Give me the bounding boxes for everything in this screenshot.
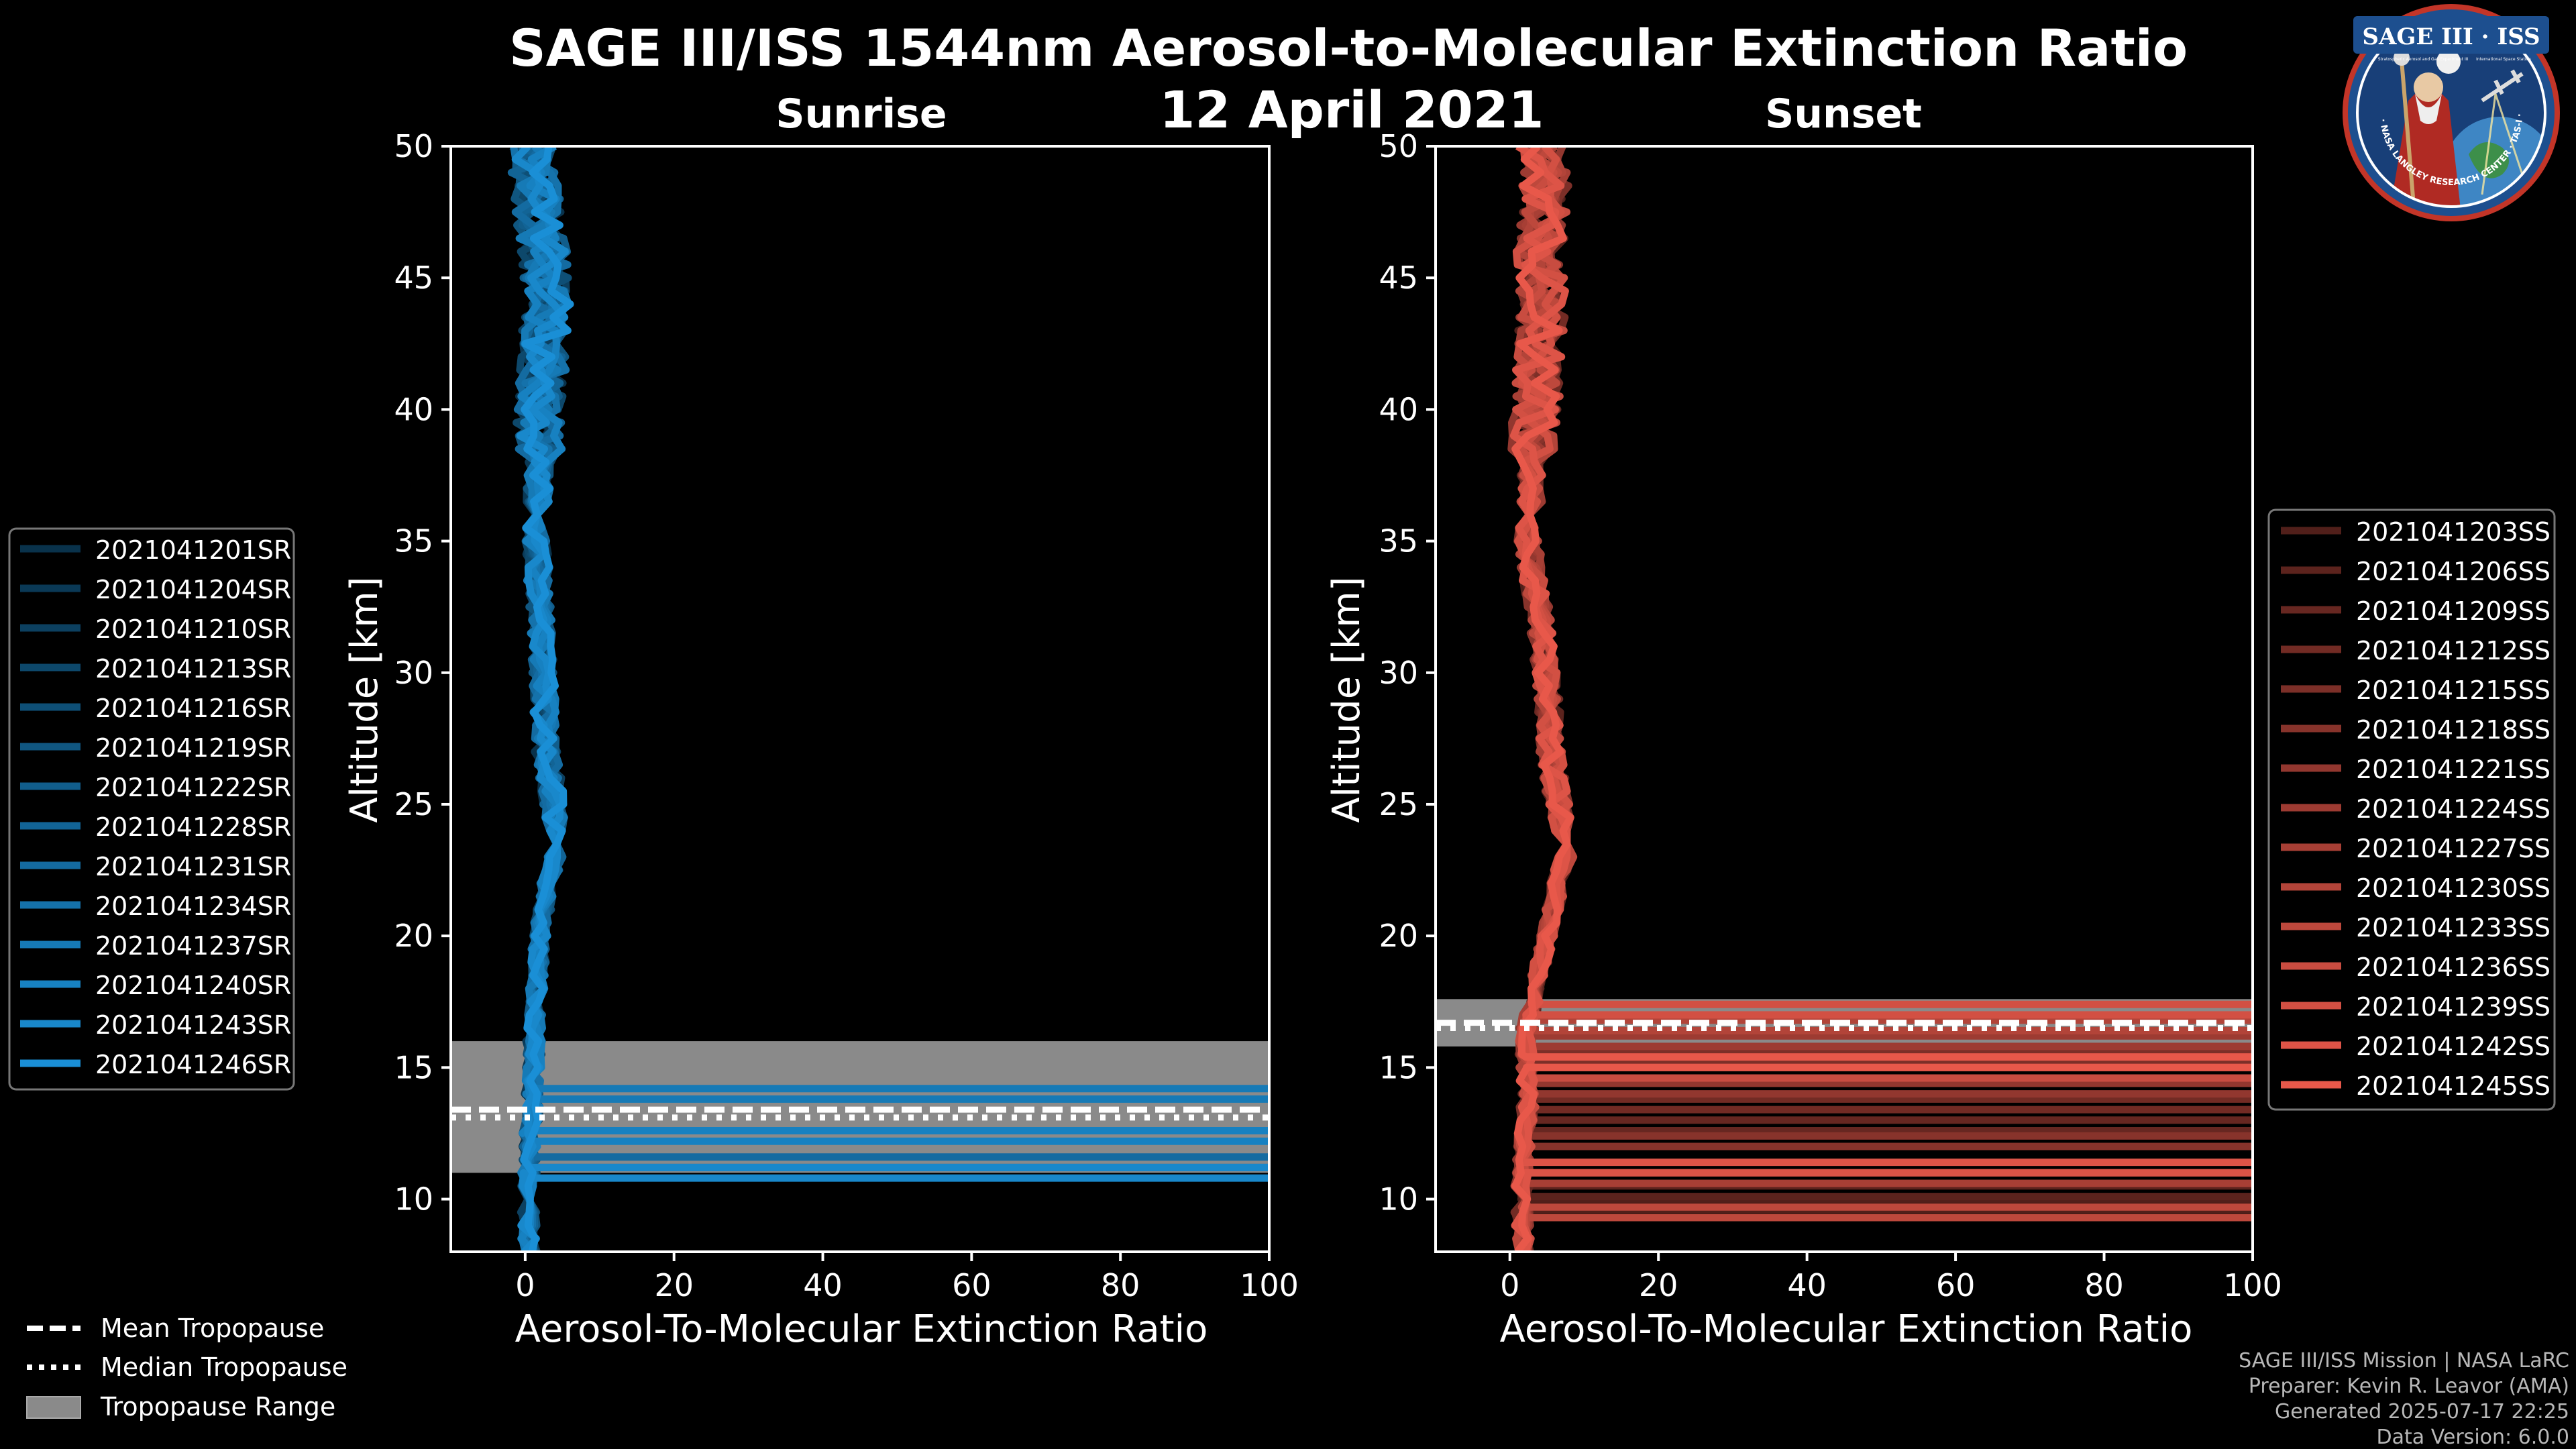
footer-preparer: Preparer: Kevin R. Leavor (AMA) <box>2249 1375 2569 1398</box>
median-tropopause-label: Median Tropopause <box>101 1352 347 1382</box>
sunrise-ytick-label: 50 <box>394 128 433 164</box>
sunset-ytick-label: 40 <box>1379 391 1418 427</box>
sunset-series-2021041245SS <box>1511 146 2253 1252</box>
sunrise-legend-label: 2021041219SR <box>95 733 291 763</box>
sunset-chart: 0 20 40 60 80 100 10 15 20 25 30 35 40 45 50 <box>1379 128 2282 1303</box>
moon-icon <box>2436 50 2461 74</box>
sunset-xtick-label: 0 <box>1500 1267 1519 1303</box>
sunset-xtick-label: 60 <box>1936 1267 1976 1303</box>
sunrise-xtick-label: 20 <box>654 1267 694 1303</box>
sunset-legend-label: 2021041239SS <box>2356 992 2551 1022</box>
sunset-axes-frame <box>1434 145 2254 1253</box>
logo-title: SAGE III · ISS <box>2362 23 2540 50</box>
sunset-legend-label: 2021041224SS <box>2356 794 2551 824</box>
sunset-ytick-label: 10 <box>1379 1181 1418 1218</box>
sunset-ytick-label: 35 <box>1379 523 1418 559</box>
sunset-ytick-label: 25 <box>1379 786 1418 822</box>
mean-tropopause-label: Mean Tropopause <box>101 1313 324 1343</box>
sunrise-legend-label: 2021041228SR <box>95 812 291 842</box>
sunrise-legend-label: 2021041201SR <box>95 535 291 565</box>
sunset-legend-label: 2021041236SS <box>2356 953 2551 982</box>
sunset-legend-label: 2021041209SS <box>2356 596 2551 626</box>
sunrise-xtick-label: 80 <box>1101 1267 1140 1303</box>
sunrise-legend-label: 2021041237SR <box>95 931 291 961</box>
sunrise-ytick-label: 15 <box>394 1049 433 1085</box>
sunset-xtick-label: 40 <box>1787 1267 1827 1303</box>
sunrise-ytick-label: 45 <box>394 260 433 296</box>
sunrise-legend-label: 2021041204SR <box>95 575 291 604</box>
main-title: SAGE III/ISS 1544nm Aerosol-to-Molecular… <box>509 18 2188 78</box>
sunset-legend-label: 2021041215SS <box>2356 676 2551 705</box>
sunset-legend-label: 2021041203SS <box>2356 517 2551 547</box>
sunset-legend-label: 2021041245SS <box>2356 1071 2551 1101</box>
sunrise-axes-frame <box>449 145 1271 1253</box>
sunrise-legend-label: 2021041246SR <box>95 1050 291 1079</box>
tropopause-legend: Mean Tropopause Median Tropopause Tropop… <box>26 1313 347 1421</box>
footer-mission: SAGE III/ISS Mission | NASA LaRC <box>2239 1349 2569 1373</box>
sunrise-ytick-label: 25 <box>394 786 433 822</box>
footer-generated: Generated 2025-07-17 22:25 <box>2275 1400 2569 1424</box>
sunrise-xtick-label: 100 <box>1240 1267 1299 1303</box>
sunrise-subtitle: Sunrise <box>775 91 947 138</box>
sunrise-legend: 2021041201SR 2021041204SR 2021041210SR 2021… <box>8 527 295 1091</box>
sunrise-chart: 0 20 40 60 80 100 10 15 20 25 30 35 40 45 50 <box>394 128 1299 1303</box>
sunset-legend-label: 2021041218SS <box>2356 715 2551 745</box>
sunrise-ytick-label: 35 <box>394 523 433 559</box>
sunrise-ytick-label: 10 <box>394 1181 433 1218</box>
footer-version: Data Version: 6.0.0 <box>2377 1426 2569 1449</box>
iss-icon <box>2481 69 2524 103</box>
logo-tagline-left: Stratospheric Aerosol and Gas Experiment… <box>2378 57 2469 62</box>
sunset-ytick-label: 30 <box>1379 655 1418 691</box>
sunset-legend-label: 2021041212SS <box>2356 636 2551 665</box>
sunrise-xtick-label: 60 <box>952 1267 991 1303</box>
sunset-legend-label: 2021041242SS <box>2356 1032 2551 1061</box>
sunrise-legend-label: 2021041210SR <box>95 614 291 644</box>
sunrise-series-2021041246SR <box>520 146 574 1252</box>
sunset-xtick-label: 100 <box>2223 1267 2282 1303</box>
sunrise-legend-label: 2021041231SR <box>95 852 291 881</box>
sunset-xtick-label: 80 <box>2084 1267 2124 1303</box>
sunset-xlabel: Aerosol-To-Molecular Extinction Ratio <box>1500 1307 2193 1351</box>
tropopause-range-swatch <box>26 1396 81 1419</box>
sunset-legend-label: 2021041221SS <box>2356 755 2551 784</box>
sunrise-ytick-label: 40 <box>394 391 433 427</box>
sunrise-legend-label: 2021041222SR <box>95 773 291 802</box>
sunset-legend-label: 2021041233SS <box>2356 913 2551 943</box>
sunset-xtick-label: 20 <box>1639 1267 1678 1303</box>
sunrise-xlabel: Aerosol-To-Molecular Extinction Ratio <box>515 1307 1208 1351</box>
sunset-legend-label: 2021041206SS <box>2356 557 2551 586</box>
date-title: 12 April 2021 <box>1159 80 1544 140</box>
sunrise-legend-label: 2021041213SR <box>95 654 291 684</box>
sunset-ytick-label: 45 <box>1379 260 1418 296</box>
sunrise-ylabel: Altitude [km] <box>343 576 386 822</box>
sunrise-legend-label: 2021041234SR <box>95 892 291 921</box>
footer: SAGE III/ISS Mission | NASA LaRC Prepare… <box>2239 1349 2569 1449</box>
tropopause-range-label: Tropopause Range <box>100 1392 335 1421</box>
sunrise-xtick-label: 0 <box>515 1267 535 1303</box>
sunset-ytick-label: 50 <box>1379 128 1418 164</box>
sunset-legend-label: 2021041230SS <box>2356 873 2551 903</box>
sunrise-legend-label: 2021041243SR <box>95 1010 291 1040</box>
logo-tagline-right: International Space Station <box>2476 57 2531 62</box>
sunrise-legend-label: 2021041240SR <box>95 971 291 1000</box>
sunrise-ytick-label: 20 <box>394 918 433 954</box>
sunrise-legend-label: 2021041216SR <box>95 694 291 723</box>
sunset-legend-label: 2021041227SS <box>2356 834 2551 863</box>
sunset-legend: 2021041203SS 2021041206SS 2021041209SS 2021… <box>2267 508 2556 1111</box>
sunset-ylabel: Altitude [km] <box>1325 576 1368 822</box>
sunset-ytick-label: 20 <box>1379 918 1418 954</box>
sunrise-xtick-label: 40 <box>803 1267 843 1303</box>
sunset-ytick-label: 15 <box>1379 1049 1418 1085</box>
sunrise-ytick-label: 30 <box>394 655 433 691</box>
sunset-subtitle: Sunset <box>1765 91 1922 138</box>
